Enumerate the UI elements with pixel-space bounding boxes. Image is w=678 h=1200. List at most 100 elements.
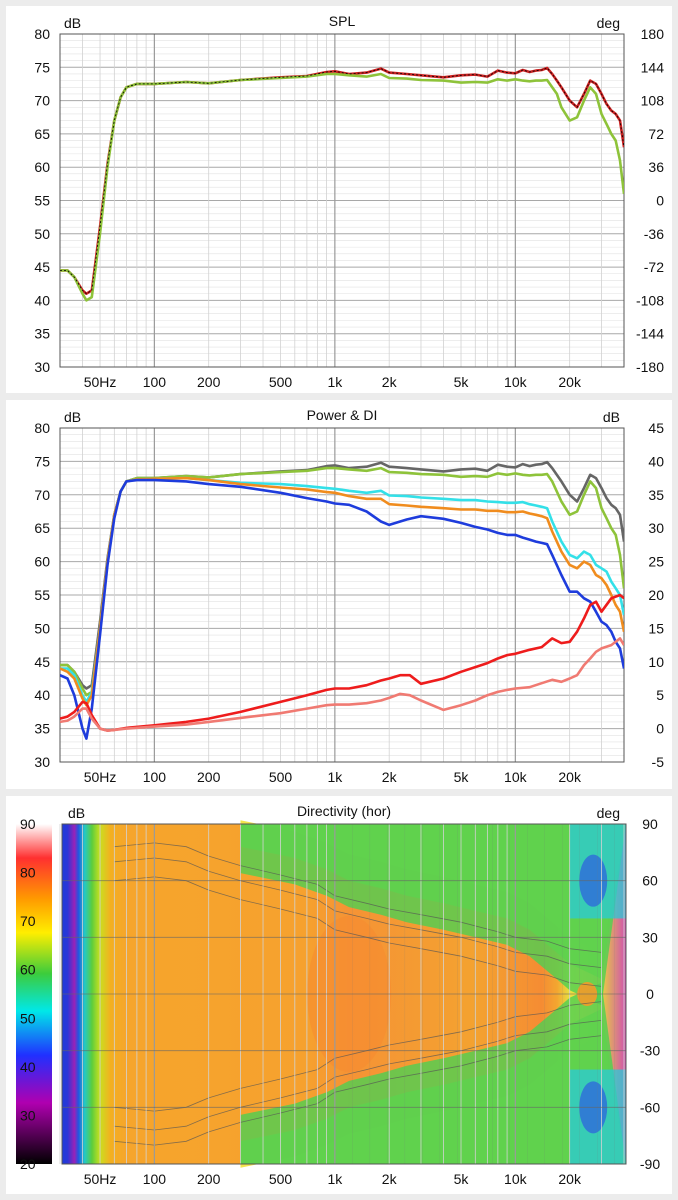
y-tick-label: 75 (34, 453, 50, 469)
x-tick-label: 20k (558, 1171, 582, 1187)
chart-title: Power & DI (307, 407, 378, 423)
spl-chart: SPL dB deg 80 75 70 65 60 55 50 45 40 35 30 180 144 108 7… (34, 13, 665, 390)
contour-line (114, 1020, 602, 1131)
angle-tick-label: -60 (640, 1099, 660, 1115)
x-tick-label: 2k (382, 374, 398, 390)
y2-tick-label: -180 (636, 359, 664, 375)
y2-tick-label: 36 (648, 159, 664, 175)
plot-border (59, 427, 625, 763)
left-axis-unit: dB (64, 409, 81, 425)
colorbar-tick-label: 30 (20, 1107, 36, 1123)
dark-green-off-axis-band-upper (240, 824, 627, 1006)
x-tick-label: 1k (327, 1171, 343, 1187)
series-line-phase-dotted (60, 67, 624, 295)
x-tick-label: 1k (327, 374, 343, 390)
y-tick-label: 55 (34, 587, 50, 603)
y-tick-label: 45 (34, 654, 50, 670)
colorbar-tick-label: 70 (20, 913, 36, 929)
y2-tick-label: -108 (636, 292, 664, 308)
y-tick-label: 70 (34, 93, 50, 109)
y-tick-label: 65 (34, 520, 50, 536)
right-axis-unit: deg (597, 15, 620, 31)
chart-title: SPL (329, 13, 356, 29)
x-tick-label: 2k (382, 769, 398, 785)
series-group (60, 460, 624, 740)
y2-tick-label: 10 (648, 654, 664, 670)
x-tick-label: 10k (504, 1171, 528, 1187)
x-tick-label: 5k (454, 769, 470, 785)
x-tick-label: 200 (197, 769, 221, 785)
y2-tick-label: 0 (656, 193, 664, 209)
y-tick-label: 30 (34, 754, 50, 770)
x-tick-label: 1k (327, 769, 343, 785)
y2-tick-label: -5 (652, 754, 665, 770)
series-line-salmon-di- (60, 637, 624, 732)
series-line-spl-green- (60, 72, 624, 302)
y-tick-label: 50 (34, 620, 50, 636)
x-tick-label: 50Hz (84, 374, 117, 390)
x-tick-label: 100 (143, 769, 167, 785)
plot-border (59, 33, 625, 368)
x-tick-label: 10k (504, 374, 528, 390)
y-tick-label: 30 (34, 359, 50, 375)
y-tick-label: 75 (34, 59, 50, 75)
angle-tick-label: -90 (640, 1156, 660, 1172)
colorbar-tick-label: 20 (20, 1156, 36, 1172)
y2-tick-label: 180 (641, 26, 665, 42)
y2-tick-label: -36 (644, 226, 664, 242)
directivity-chart: 90 80 70 60 50 40 30 20 Directivity (hor) dB deg 90… (16, 803, 660, 1187)
x-tick-label: 20k (558, 769, 582, 785)
x-tick-label: 500 (269, 1171, 293, 1187)
x-tick-label: 500 (269, 769, 293, 785)
x-tick-label: 500 (269, 374, 293, 390)
x-tick-label: 5k (454, 374, 470, 390)
angle-tick-label: -30 (640, 1043, 660, 1059)
series-group (60, 66, 624, 302)
y-tick-label: 80 (34, 26, 50, 42)
y-tick-label: 35 (34, 326, 50, 342)
chart-title: Directivity (hor) (297, 803, 391, 819)
y-tick-label: 45 (34, 259, 50, 275)
y-tick-label: 35 (34, 721, 50, 737)
y2-tick-label: -144 (636, 326, 664, 342)
right-axis-unit: deg (597, 805, 620, 821)
angle-tick-label: 30 (642, 929, 658, 945)
x-tick-label: 20k (558, 374, 582, 390)
x-tick-label: 10k (504, 769, 528, 785)
power-di-chart-panel: Power & DI dB dB 80 75 70 65 60 55 50 45 40 35 30 45 40… (6, 400, 672, 789)
y2-tick-label: 25 (648, 554, 664, 570)
y2-tick-label: 0 (656, 721, 664, 737)
y-tick-label: 65 (34, 126, 50, 142)
contour-line (114, 857, 602, 968)
y2-tick-label: 40 (648, 453, 664, 469)
series-line-blue (60, 478, 624, 740)
x-tick-label: 50Hz (84, 769, 117, 785)
y-tick-label: 70 (34, 487, 50, 503)
y2-tick-label: 45 (648, 420, 664, 436)
y-tick-label: 40 (34, 292, 50, 308)
colorbar-unit: dB (68, 805, 85, 821)
colorbar-tick-label: 80 (20, 865, 36, 881)
colorbar-tick-label: 90 (20, 816, 36, 832)
x-tick-label: 2k (382, 1171, 398, 1187)
angle-tick-label: 60 (642, 873, 658, 889)
angle-tick-label: 0 (646, 986, 654, 1002)
contour-line (114, 1035, 602, 1146)
x-tick-label: 5k (454, 1171, 470, 1187)
colorbar-tick-label: 60 (20, 962, 36, 978)
x-tick-label: 100 (143, 1171, 167, 1187)
y-tick-label: 60 (34, 159, 50, 175)
right-axis-unit: dB (603, 409, 620, 425)
y2-tick-label: 15 (648, 620, 664, 636)
y2-tick-label: 30 (648, 520, 664, 536)
y2-tick-label: 35 (648, 487, 664, 503)
spl-chart-panel: SPL dB deg 80 75 70 65 60 55 50 45 40 35 30 180 144 108 7… (6, 6, 672, 393)
y-tick-label: 80 (34, 420, 50, 436)
x-tick-label: 200 (197, 1171, 221, 1187)
grid-vertical (59, 34, 625, 367)
angle-tick-label: 90 (642, 816, 658, 832)
directivity-chart-panel: 90 80 70 60 50 40 30 20 Directivity (hor) dB deg 90… (6, 796, 672, 1194)
x-tick-label: 200 (197, 374, 221, 390)
dark-green-off-axis-band-lower (240, 982, 627, 1164)
